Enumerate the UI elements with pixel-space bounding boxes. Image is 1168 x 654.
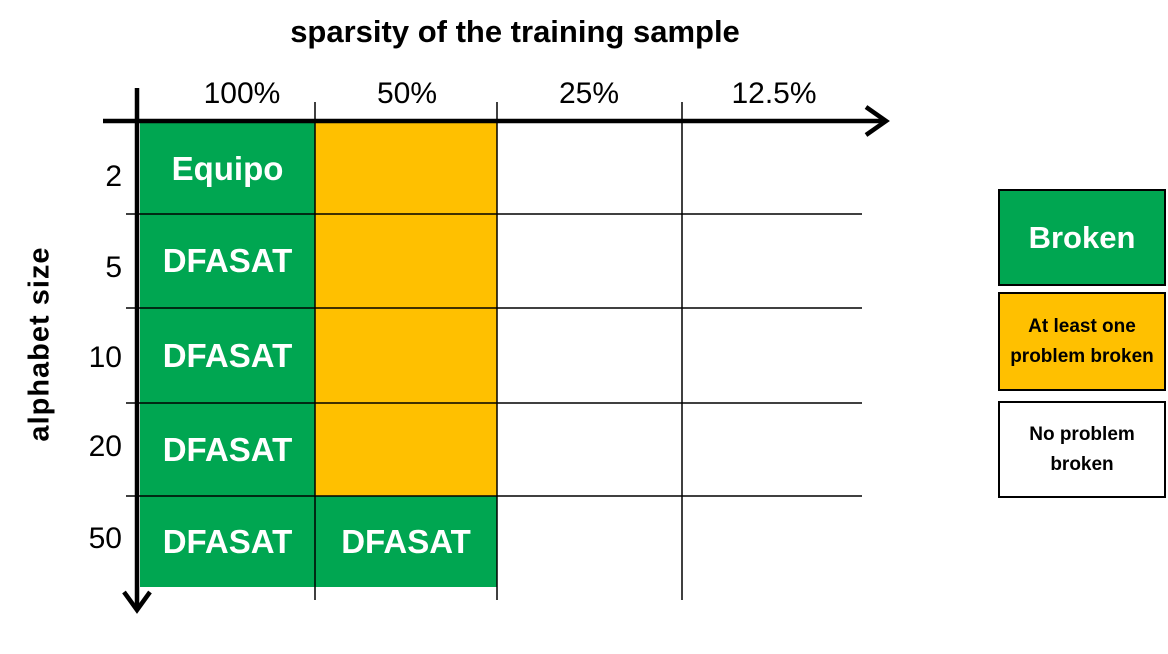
cell-1-3 [682,214,862,308]
y-axis-arrowhead [122,590,152,614]
x-axis-arrowhead [864,105,890,137]
row-label-10: 10 [88,341,122,374]
axes [103,88,890,614]
cell-2-0 [140,308,315,403]
cell-2-3 [682,308,862,403]
cell-0-3 [682,123,862,214]
cell-0-2 [497,123,682,214]
legend-broken-label: Broken [1028,219,1136,255]
cell-label-3-0: DFASAT [162,431,293,468]
cell-2-2 [497,308,682,403]
row-label-2: 2 [105,160,122,193]
col-label-50: 50% [376,77,438,110]
cell-3-1 [315,403,497,496]
cell-label-1-0: DFASAT [162,242,293,279]
col-label-100: 100% [203,77,281,110]
cell-2-1 [315,308,497,403]
cell-0-0 [140,123,315,214]
cell-3-0 [140,403,315,496]
cell-3-2 [497,403,682,496]
cells-layer [140,123,862,587]
legend-broken: Broken [998,189,1166,286]
cell-4-1 [315,496,497,587]
cell-label-4-0: DFASAT [162,523,293,560]
col-label-12-5: 12.5% [731,77,817,110]
cell-4-2 [497,496,682,587]
cell-0-1 [315,123,497,214]
row-label-5: 5 [105,251,122,284]
cell-1-0 [140,214,315,308]
legend-none-label: No problem broken [1029,423,1135,475]
legend-none: No problem broken [998,401,1166,498]
legend-partial: At least one problem broken [998,292,1166,391]
cell-3-3 [682,403,862,496]
cell-1-1 [315,214,497,308]
cell-label-0-0: Equipo [171,150,284,187]
grid-lines [126,102,862,600]
cell-1-2 [497,214,682,308]
col-label-25: 25% [558,77,620,110]
row-label-50: 50 [88,522,122,555]
cell-4-3 [682,496,862,587]
legend-partial-label: At least one problem broken [1010,315,1154,367]
row-label-20: 20 [88,430,122,463]
cell-label-4-1: DFASAT [341,523,471,560]
diagram-title: sparsity of the training sample [290,14,740,49]
cell-4-0 [140,496,315,587]
cell-label-2-0: DFASAT [162,337,293,374]
